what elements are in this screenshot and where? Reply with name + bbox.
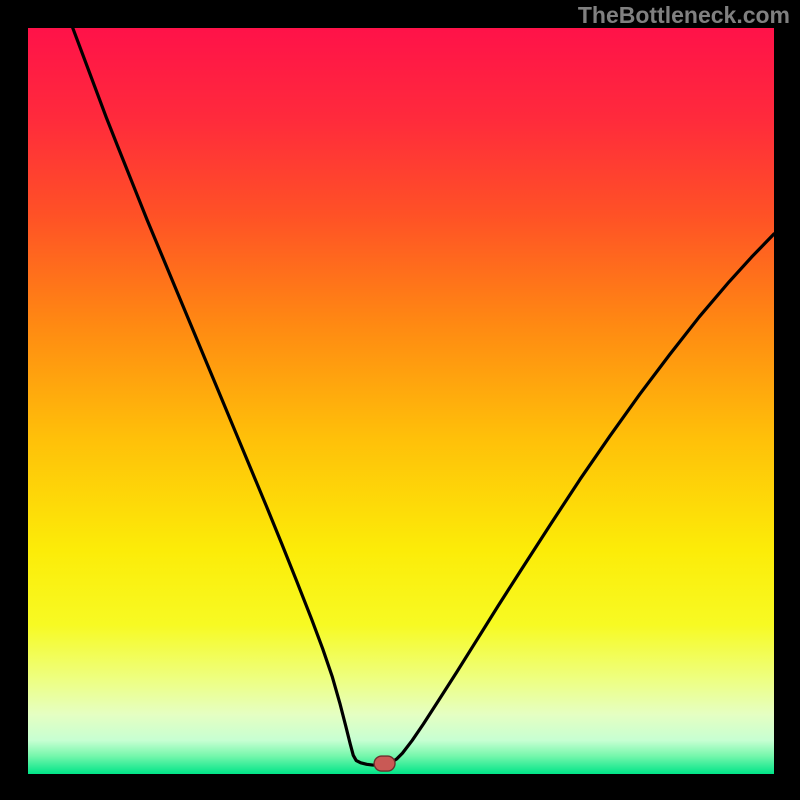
bottleneck-marker (374, 756, 395, 771)
gradient-background (28, 28, 774, 774)
watermark-text: TheBottleneck.com (578, 2, 790, 29)
plot-svg (28, 28, 774, 774)
chart-frame: TheBottleneck.com (0, 0, 800, 800)
plot-area (28, 28, 774, 774)
